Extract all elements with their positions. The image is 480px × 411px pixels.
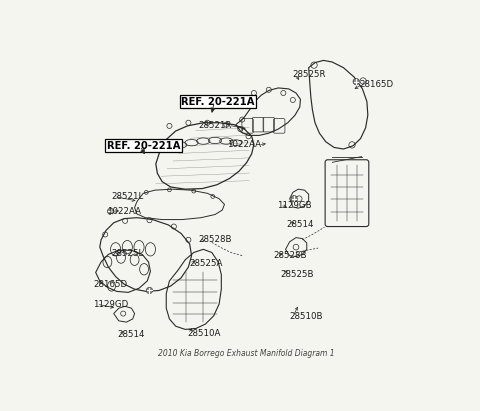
Text: 28525A: 28525A [189, 259, 222, 268]
Circle shape [146, 287, 153, 293]
Text: 28514: 28514 [118, 330, 145, 339]
Text: 2010 Kia Borrego Exhaust Manifold Diagram 1: 2010 Kia Borrego Exhaust Manifold Diagra… [158, 349, 334, 358]
Text: 28165D: 28165D [360, 80, 394, 89]
Circle shape [353, 80, 357, 83]
Circle shape [108, 208, 114, 215]
Text: 28521L: 28521L [111, 192, 143, 201]
Text: 28510B: 28510B [289, 312, 323, 321]
Text: 28528B: 28528B [198, 236, 231, 244]
Circle shape [291, 196, 297, 202]
Text: 28510A: 28510A [188, 329, 221, 338]
Text: 28521R: 28521R [198, 121, 232, 130]
Text: 1022AA: 1022AA [227, 141, 261, 149]
Text: 28525R: 28525R [293, 70, 326, 79]
Text: 28525B: 28525B [280, 270, 313, 279]
Text: 28525L: 28525L [111, 249, 143, 258]
Text: 1022AA: 1022AA [107, 207, 141, 216]
Text: 28528B: 28528B [274, 251, 307, 260]
Text: REF. 20-221A: REF. 20-221A [107, 141, 180, 151]
Text: REF. 20-221A: REF. 20-221A [181, 97, 254, 106]
Text: 28514: 28514 [287, 220, 314, 229]
Text: 28165D: 28165D [94, 279, 128, 289]
Circle shape [353, 79, 360, 85]
Text: 1129GB: 1129GB [277, 201, 312, 210]
Text: 1129GD: 1129GD [94, 300, 129, 309]
